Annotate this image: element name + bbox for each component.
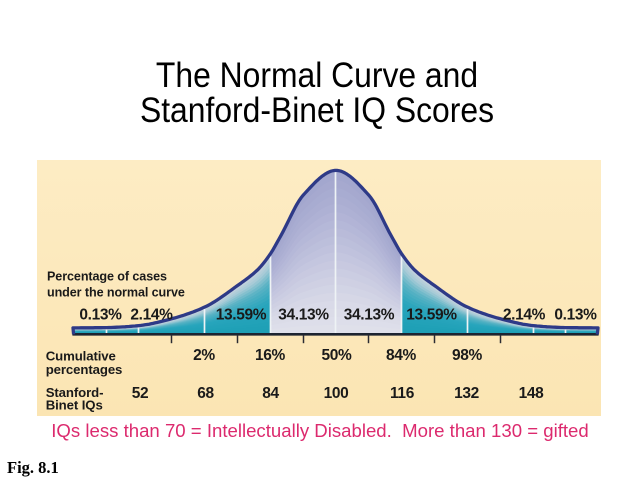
svg-text:98%: 98%: [452, 347, 483, 364]
svg-text:Binet IQs: Binet IQs: [46, 398, 103, 413]
svg-text:84%: 84%: [386, 347, 417, 364]
svg-text:13.59%: 13.59%: [216, 306, 267, 323]
svg-text:13.59%: 13.59%: [406, 306, 457, 323]
svg-text:2.14%: 2.14%: [130, 306, 173, 323]
svg-text:Cumulative: Cumulative: [46, 349, 116, 364]
svg-text:68: 68: [197, 385, 214, 402]
svg-text:116: 116: [390, 385, 415, 402]
svg-text:Percentage of cases: Percentage of cases: [47, 270, 167, 284]
svg-text:0.13%: 0.13%: [554, 306, 597, 323]
svg-text:52: 52: [132, 385, 149, 402]
svg-text:50%: 50%: [322, 347, 353, 364]
svg-text:under the normal curve: under the normal curve: [47, 286, 185, 300]
svg-text:84: 84: [262, 385, 279, 402]
svg-text:34.13%: 34.13%: [278, 306, 329, 323]
svg-text:132: 132: [454, 385, 479, 402]
svg-text:2.14%: 2.14%: [503, 306, 546, 323]
svg-text:percentages: percentages: [46, 362, 123, 377]
svg-text:Stanford-: Stanford-: [46, 385, 104, 400]
svg-text:16%: 16%: [255, 347, 286, 364]
svg-text:34.13%: 34.13%: [344, 306, 395, 323]
svg-text:2%: 2%: [193, 347, 215, 364]
svg-text:0.13%: 0.13%: [79, 306, 122, 323]
svg-text:148: 148: [519, 385, 545, 402]
svg-text:100: 100: [324, 385, 349, 402]
